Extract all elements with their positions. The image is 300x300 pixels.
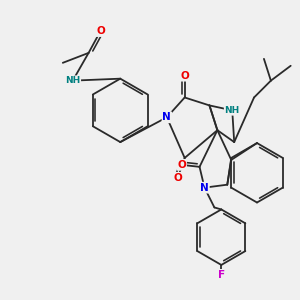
Text: F: F: [218, 270, 225, 280]
Text: NH: NH: [225, 106, 240, 115]
Text: N: N: [163, 112, 171, 122]
Text: O: O: [173, 173, 182, 183]
Text: N: N: [200, 183, 209, 193]
Text: O: O: [177, 160, 186, 170]
Text: NH: NH: [65, 76, 80, 85]
Text: O: O: [180, 71, 189, 81]
Text: O: O: [96, 26, 105, 36]
